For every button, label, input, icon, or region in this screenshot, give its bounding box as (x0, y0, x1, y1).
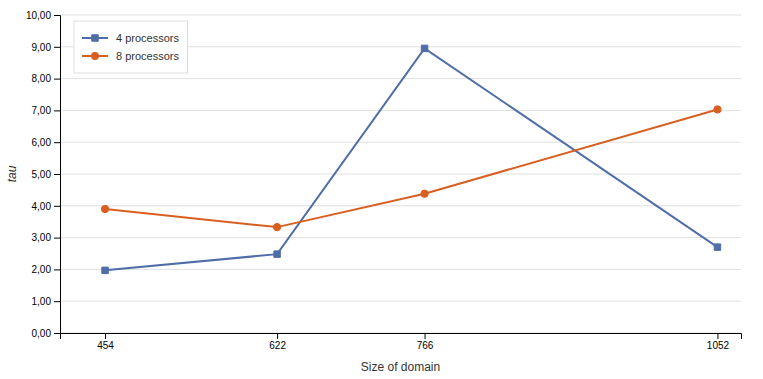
x-tick-mark (425, 333, 426, 339)
y-tick-label: 2,00 (32, 264, 52, 275)
y-axis-line (54, 16, 61, 334)
series (101, 106, 721, 231)
y-tick-label: 6,00 (32, 137, 52, 148)
y-tick-label: 9,00 (32, 42, 52, 53)
line (105, 48, 717, 270)
x-tick: 766 (417, 333, 434, 351)
y-tick: 10,00 (26, 10, 60, 21)
legend-item: 8 processors (82, 50, 179, 62)
y-tick: 0,00 (32, 328, 60, 339)
series-group (101, 45, 721, 273)
chart: 454 622 766 1052 0,00 1,00 2,00 3,00 4,00 5,00 6,0… (0, 0, 763, 379)
marker (101, 205, 108, 212)
legend-box (74, 21, 187, 73)
marker (714, 244, 720, 250)
grid-line (60, 301, 741, 302)
legend-label: 8 processors (116, 50, 179, 62)
y-tick-mark (54, 301, 60, 302)
grid-line (60, 110, 741, 111)
y-tick-mark (54, 269, 60, 270)
y-tick-mark (54, 47, 60, 48)
grid-line (60, 15, 741, 16)
grid-line (60, 237, 741, 238)
x-tick: 1052 (707, 333, 730, 351)
x-tick: 622 (269, 333, 286, 351)
grid-line (60, 174, 741, 175)
grid-line (60, 269, 741, 270)
grid-line (60, 142, 741, 143)
x-tick-mark (105, 333, 106, 339)
x-axis-line (61, 334, 742, 340)
y-tick: 1,00 (32, 296, 60, 307)
y-axis-title: tau (5, 165, 19, 182)
legend-marker (92, 35, 98, 41)
y-tick-label: 7,00 (32, 105, 52, 116)
y-tick: 7,00 (32, 105, 60, 116)
legend-marker (91, 52, 98, 59)
x-tick-label: 766 (417, 340, 434, 351)
series (102, 45, 721, 273)
legend-label: 4 processors (116, 32, 179, 44)
y-tick-label: 4,00 (32, 201, 52, 212)
x-tick-label: 622 (269, 340, 286, 351)
y-tick-label: 1,00 (32, 296, 52, 307)
y-tick-mark (54, 110, 60, 111)
y-tick: 3,00 (32, 232, 60, 243)
y-tick-label: 10,00 (26, 10, 51, 21)
marker (421, 45, 427, 51)
marker (273, 223, 280, 230)
y-tick: 8,00 (32, 73, 60, 84)
y-tick: 9,00 (32, 42, 60, 53)
legend: 4 processors 8 processors (74, 21, 187, 73)
plot-area: 454 622 766 1052 0,00 1,00 2,00 3,00 4,00 5,00 6,0… (26, 10, 742, 351)
y-tick-mark (54, 238, 60, 239)
y-tick: 2,00 (32, 264, 60, 275)
y-tick-label: 8,00 (32, 73, 52, 84)
x-axis-title: Size of domain (361, 360, 440, 374)
grid-line (60, 205, 741, 206)
x-tick-label: 1052 (707, 340, 730, 351)
y-tick-mark (54, 333, 60, 334)
y-tick: 6,00 (32, 137, 60, 148)
x-tick: 454 (97, 333, 114, 351)
marker (274, 251, 280, 257)
x-axis: 454 622 766 1052 (61, 333, 742, 351)
y-tick: 4,00 (32, 201, 60, 212)
marker (421, 190, 428, 197)
marker (102, 267, 108, 273)
y-tick-label: 5,00 (32, 169, 52, 180)
x-tick-mark (717, 333, 718, 339)
line (105, 109, 717, 227)
legend-item: 4 processors (82, 32, 179, 44)
y-tick-mark (54, 15, 60, 16)
y-tick-label: 0,00 (32, 328, 52, 339)
y-tick-mark (54, 206, 60, 207)
grid (60, 15, 741, 333)
x-tick-mark (277, 333, 278, 339)
marker (714, 106, 721, 113)
y-tick-label: 3,00 (32, 232, 52, 243)
y-tick-mark (54, 174, 60, 175)
y-tick: 5,00 (32, 169, 60, 180)
y-axis: 0,00 1,00 2,00 3,00 4,00 5,00 6,00 7,00 8,00 9,00… (26, 10, 61, 339)
y-tick-mark (54, 142, 60, 143)
x-tick-label: 454 (97, 340, 114, 351)
y-tick-mark (54, 79, 60, 80)
grid-line (60, 78, 741, 79)
